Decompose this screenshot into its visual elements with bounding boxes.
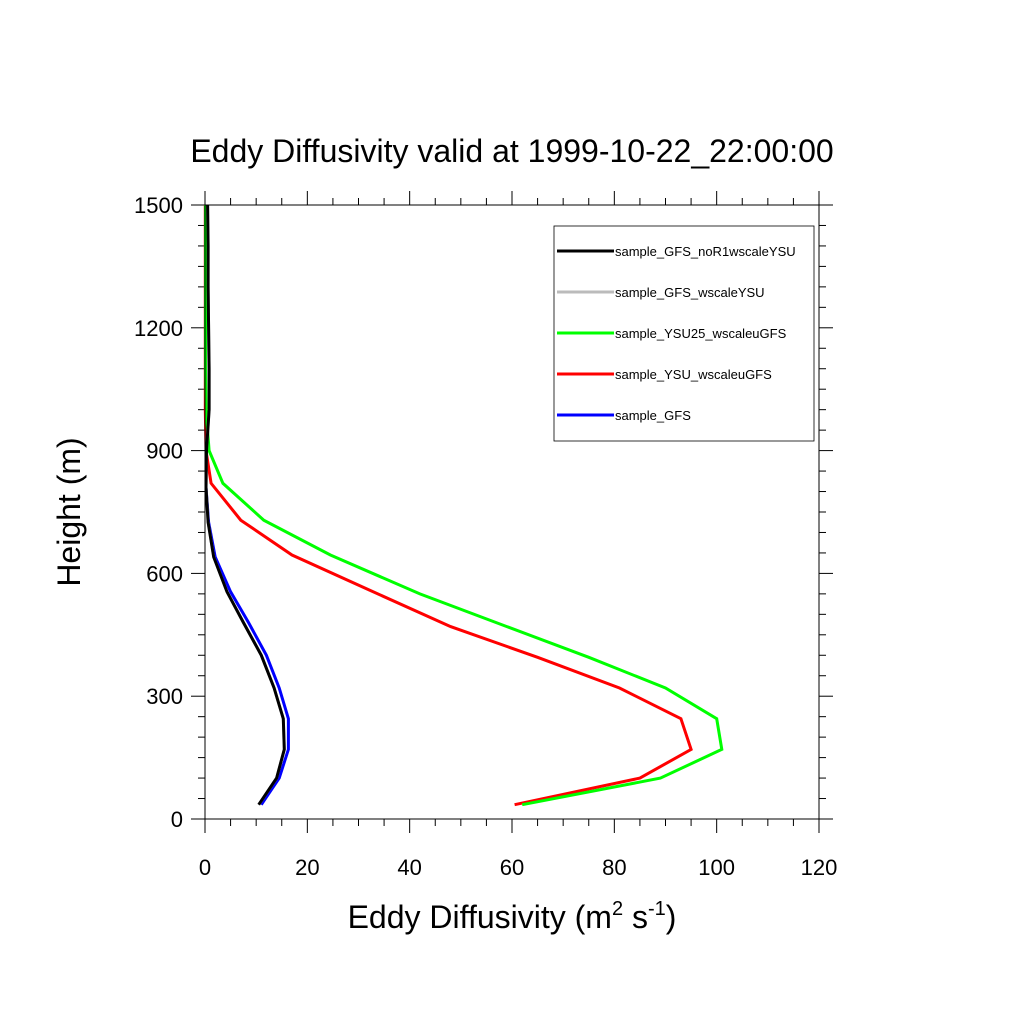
x-tick-label: 20 bbox=[295, 855, 319, 880]
plot-frame bbox=[204, 204, 820, 820]
x-axis-label-end: ) bbox=[666, 899, 677, 935]
x-tick-label: 60 bbox=[500, 855, 524, 880]
x-tick-label: 120 bbox=[801, 855, 838, 880]
x-tick-label: 0 bbox=[199, 855, 211, 880]
x-axis-label-sup1: 2 bbox=[612, 898, 623, 920]
y-axis-label: Height (m) bbox=[51, 437, 87, 586]
x-tick-label: 40 bbox=[397, 855, 421, 880]
legend-label: sample_GFS bbox=[615, 408, 691, 423]
legend-label: sample_GFS_wscaleYSU bbox=[615, 285, 765, 300]
series-line-sample-gfs-nor1wscaleysu bbox=[204, 204, 286, 806]
x-axis-label-mid: s bbox=[623, 899, 648, 935]
y-tick-label: 900 bbox=[146, 439, 183, 464]
y-tick-label: 1500 bbox=[134, 193, 183, 218]
legend: sample_GFS_noR1wscaleYSU sample_GFS_wscal… bbox=[553, 225, 815, 442]
legend-label: sample_GFS_noR1wscaleYSU bbox=[615, 244, 796, 259]
legend-label: sample_YSU25_wscaleuGFS bbox=[615, 326, 787, 341]
series-line-sample-gfs bbox=[204, 487, 290, 806]
x-axis-label-sup2: -1 bbox=[648, 898, 666, 920]
y-tick-label: 600 bbox=[146, 561, 183, 586]
y-tick-label: 300 bbox=[146, 684, 183, 709]
x-axis-label-main: Eddy Diffusivity (m bbox=[348, 899, 612, 935]
x-tick-label: 100 bbox=[698, 855, 735, 880]
x-axis-label: Eddy Diffusivity (m2 s-1) bbox=[348, 898, 677, 935]
legend-label: sample_YSU_wscaleuGFS bbox=[615, 367, 772, 382]
chart-title: Eddy Diffusivity valid at 1999-10-22_22:… bbox=[190, 133, 833, 169]
axis-ticks bbox=[191, 191, 833, 833]
y-tick-label: 0 bbox=[171, 807, 183, 832]
x-tick-label: 80 bbox=[602, 855, 626, 880]
y-tick-label: 1200 bbox=[134, 316, 183, 341]
